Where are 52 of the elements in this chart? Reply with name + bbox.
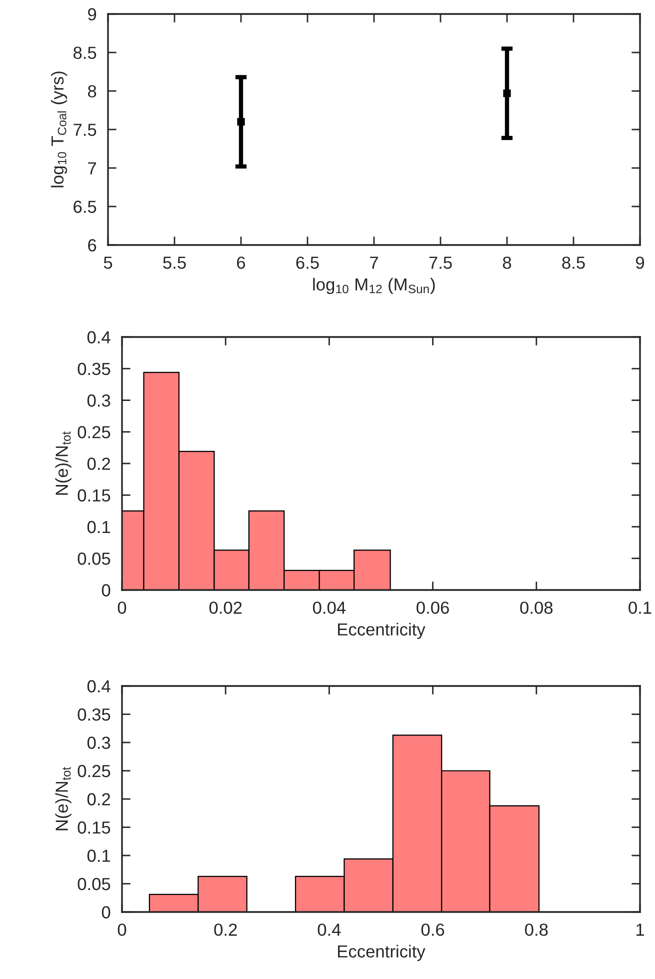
y-tick-label: 0.4: [87, 680, 110, 692]
x-tick-label: 5: [104, 256, 112, 269]
x-tick-label: 0.8: [525, 924, 548, 936]
y-tick-label: 6: [88, 239, 96, 252]
y-tick-label: 0.05: [78, 552, 110, 565]
x-tick-label: 8.5: [562, 256, 585, 269]
x-axis-title: log$_{10}$ M$_{12}$ (M$_{Sun}$): [313, 278, 435, 294]
y-axis-title: N(e)/N$_{tot}$: [55, 766, 72, 830]
x-tick-label: 0.06: [416, 602, 449, 614]
y-tick-label: 0.25: [78, 764, 110, 778]
x-tick-label: 8: [502, 256, 512, 269]
y-tick-label: 0.15: [78, 821, 110, 834]
x-tick-label: 5.5: [163, 256, 186, 269]
x-tick-label: 6: [237, 256, 246, 269]
x-axis-title: Eccentricity: [338, 622, 426, 640]
y-tick-label: 7: [88, 162, 96, 174]
y-tick-label: 7.5: [74, 124, 96, 136]
y-tick-label: 6.5: [74, 200, 96, 213]
y-tick-label: 9: [88, 8, 96, 20]
y-tick-label: 0.15: [78, 489, 110, 502]
x-tick-label: 7.5: [429, 256, 452, 269]
x-tick-label: 0.4: [318, 924, 341, 936]
x-tick-label: 9: [636, 256, 644, 269]
x-tick-label: 0.08: [520, 602, 553, 614]
x-tick-label: 0.02: [209, 602, 242, 614]
x-tick-label: 0.2: [214, 924, 237, 936]
y-tick-label: 0.3: [87, 394, 110, 407]
y-tick-label: 0.1: [87, 850, 110, 862]
y-tick-label: 0.2: [87, 458, 110, 470]
y-tick-label: 8.5: [74, 46, 96, 59]
y-tick-label: 0.35: [78, 362, 110, 376]
x-tick-label: 7: [370, 256, 378, 269]
y-tick-label: 8: [88, 85, 96, 98]
y-tick-label: 0.2: [87, 793, 110, 806]
x-tick-label: 6.5: [296, 256, 319, 269]
y-axis-title: log$_{10}$ T$_{Coal}$ (yrs): [50, 72, 68, 188]
x-tick-label: 0: [118, 924, 126, 936]
y-tick-label: 0.35: [78, 708, 110, 721]
x-tick-label: 0.04: [312, 602, 346, 614]
y-tick-label: 0.05: [78, 878, 110, 890]
y-tick-label: 0.25: [78, 426, 110, 438]
x-tick-label: 0: [118, 602, 126, 614]
x-tick-label: 1: [636, 924, 644, 936]
y-tick-label: 0.1: [87, 520, 110, 534]
x-axis-title: Eccentricity: [338, 944, 426, 962]
y-tick-label: 0.4: [87, 331, 110, 344]
y-tick-label: 0.3: [87, 736, 110, 749]
x-tick-label: 0.1: [628, 602, 652, 614]
y-tick-label: 0: [102, 906, 110, 918]
y-tick-label: 0: [102, 584, 110, 596]
x-tick-label: 0.6: [421, 924, 444, 936]
y-axis-title: N(e)/N$_{tot}$: [55, 431, 72, 495]
